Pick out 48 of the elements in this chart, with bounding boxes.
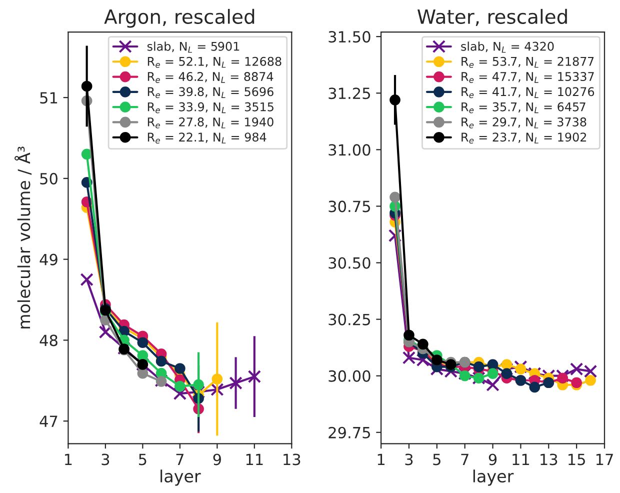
- y-tick-label: 30.25: [328, 314, 370, 326]
- x-tick-label: 15: [568, 454, 585, 466]
- x-tick-label: 5: [139, 454, 146, 466]
- x-tick-label: 7: [176, 454, 184, 466]
- x-axis-title: layer: [473, 470, 514, 486]
- x-tick-label: 1: [65, 454, 72, 466]
- x-tick-label: 1: [378, 454, 384, 466]
- legend-label: R$_{e}$ = 29.7, N$_{L}$ = 3738: [462, 117, 586, 128]
- y-tick-label: 50: [40, 172, 58, 184]
- y-tick-label: 29.75: [328, 426, 370, 438]
- chart-title: Argon, rescaled: [104, 8, 254, 28]
- x-axis-title: layer: [160, 470, 201, 486]
- legend-label: R$_{e}$ = 39.8, N$_{L}$ = 5696: [148, 87, 274, 98]
- legend-label: R$_{e}$ = 47.7, N$_{L}$ = 15337: [462, 72, 594, 83]
- legend-label: R$_{e}$ = 33.9, N$_{L}$ = 3515: [148, 102, 274, 114]
- x-tick-label: 7: [461, 454, 468, 466]
- legend-label: R$_{e}$ = 46.2, N$_{L}$ = 8874: [148, 72, 274, 83]
- legend-label: R$_{e}$ = 35.7, N$_{L}$ = 6457: [462, 102, 586, 114]
- y-tick-label: 51: [40, 92, 58, 104]
- legend-label: R$_{e}$ = 22.1, N$_{L}$ = 984: [148, 132, 266, 144]
- y-tick-label: 30.00: [328, 370, 370, 382]
- x-tick-label: 3: [102, 454, 110, 466]
- legend-label: slab, N$_{L}$ = 5901: [147, 42, 240, 53]
- x-tick-label: 5: [433, 454, 440, 466]
- y-tick-label: 31.25: [328, 88, 370, 100]
- chart-title: Water, rescaled: [418, 8, 567, 26]
- y-tick-label: 30.50: [328, 257, 370, 269]
- x-tick-label: 11: [512, 454, 530, 466]
- y-tick-label: 30.75: [328, 200, 370, 212]
- legend-label: R$_{e}$ = 53.7, N$_{L}$ = 21877: [462, 56, 594, 68]
- y-tick-label: 48: [40, 334, 58, 346]
- y-tick-label: 49: [40, 254, 58, 266]
- x-tick-label: 9: [488, 454, 497, 466]
- legend-label: R$_{e}$ = 27.8, N$_{L}$ = 1940: [148, 117, 274, 128]
- x-tick-label: 13: [540, 454, 558, 466]
- y-tick-label: 47: [40, 416, 58, 427]
- legend-label: slab, N$_{L}$ = 4320: [461, 42, 554, 53]
- y-tick-label: 31.50: [328, 31, 370, 43]
- legend-label: R$_{e}$ = 41.7, N$_{L}$ = 10276: [462, 87, 594, 98]
- x-tick-label: 9: [213, 454, 221, 466]
- y-axis-title: molecular volume / Å³: [14, 146, 32, 328]
- y-tick-label: 31.00: [328, 144, 370, 156]
- legend-label: R$_{e}$ = 23.7, N$_{L}$ = 1902: [462, 132, 586, 144]
- x-tick-label: 3: [405, 454, 413, 466]
- legend-label: R$_{e}$ = 52.1, N$_{L}$ = 12688: [148, 56, 282, 68]
- x-tick-label: 17: [596, 454, 613, 466]
- x-tick-label: 13: [284, 454, 300, 466]
- x-tick-label: 11: [246, 454, 263, 466]
